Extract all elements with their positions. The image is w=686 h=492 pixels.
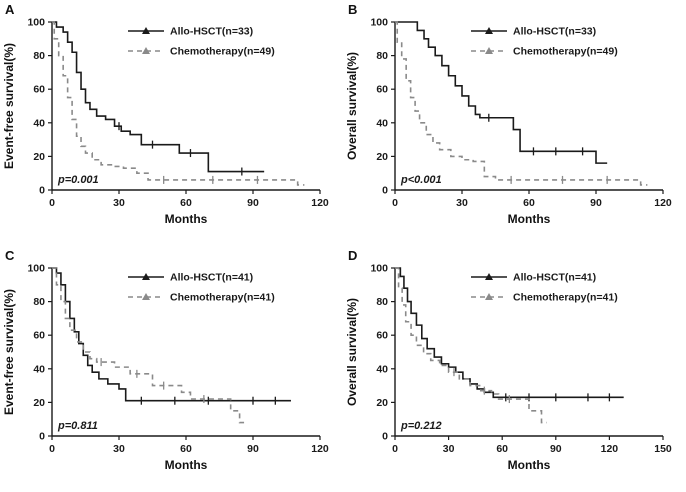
svg-text:60: 60 <box>180 443 192 455</box>
x-axis-label: Months <box>165 458 208 472</box>
svg-text:80: 80 <box>376 50 388 62</box>
legend-marker <box>485 273 493 280</box>
svg-text:120: 120 <box>654 197 672 209</box>
panel-letter: C <box>5 248 15 263</box>
svg-text:80: 80 <box>33 296 45 308</box>
km-chart-c: C 0 20 40 60 80 100 0 30 60 90 120 Months Event-free … <box>2 248 329 472</box>
y-axis-label: Overall survival(%) <box>345 298 359 406</box>
svg-text:0: 0 <box>49 443 55 455</box>
svg-text:60: 60 <box>523 197 535 209</box>
legend-marker <box>142 27 150 34</box>
x-axis-label: Months <box>165 212 208 226</box>
legend-label: Allo-HSCT(n=41) <box>170 272 253 284</box>
svg-text:100: 100 <box>27 263 45 275</box>
x-axis-label: Months <box>508 212 551 226</box>
svg-text:60: 60 <box>33 84 45 96</box>
legend-marker <box>485 27 493 34</box>
km-curve <box>395 21 648 186</box>
legend-label: Allo-HSCT(n=33) <box>170 26 253 38</box>
p-value-label: p=0.212 <box>400 420 442 432</box>
svg-text:20: 20 <box>376 151 388 163</box>
legend-label: Chemotherapy(n=49) <box>170 46 275 58</box>
legend-marker <box>142 273 150 280</box>
panel-d: D 0 20 40 60 80 100 0 30 60 90 120 150 Months Overall … <box>343 246 686 492</box>
legend-marker <box>142 47 150 54</box>
legend-label: Allo-HSCT(n=41) <box>513 272 596 284</box>
svg-text:60: 60 <box>376 330 388 342</box>
svg-text:80: 80 <box>376 296 388 308</box>
panel-letter: A <box>5 2 15 17</box>
svg-text:30: 30 <box>113 443 125 455</box>
svg-text:100: 100 <box>370 263 388 275</box>
svg-text:100: 100 <box>27 17 45 29</box>
svg-text:120: 120 <box>311 443 329 455</box>
panel-letter: B <box>348 2 357 17</box>
svg-text:40: 40 <box>376 117 388 129</box>
svg-text:90: 90 <box>550 443 562 455</box>
p-value-label: p=0.001 <box>57 174 99 186</box>
panel-c: C 0 20 40 60 80 100 0 30 60 90 120 Months Event-free … <box>0 246 343 492</box>
km-curve <box>52 21 265 173</box>
svg-text:0: 0 <box>39 431 45 443</box>
y-axis-label: Event-free survival(%) <box>2 289 16 415</box>
legend-marker <box>142 293 150 300</box>
legend-label: Chemotherapy(n=49) <box>513 46 618 58</box>
x-axis-label: Months <box>508 458 551 472</box>
svg-text:0: 0 <box>392 197 398 209</box>
svg-text:0: 0 <box>382 185 388 197</box>
svg-text:60: 60 <box>180 197 192 209</box>
svg-text:120: 120 <box>311 197 329 209</box>
svg-text:40: 40 <box>33 363 45 375</box>
panel-a: A 0 20 40 60 80 100 0 30 60 90 120 Months Event-free … <box>0 0 343 246</box>
svg-text:90: 90 <box>247 443 259 455</box>
svg-text:40: 40 <box>376 363 388 375</box>
svg-text:0: 0 <box>392 443 398 455</box>
svg-text:0: 0 <box>39 185 45 197</box>
svg-text:20: 20 <box>33 397 45 409</box>
legend-label: Allo-HSCT(n=33) <box>513 26 596 38</box>
km-chart-d: D 0 20 40 60 80 100 0 30 60 90 120 150 Months Overall … <box>345 248 672 472</box>
km-curve <box>52 21 305 186</box>
svg-text:30: 30 <box>443 443 455 455</box>
legend-label: Chemotherapy(n=41) <box>170 292 275 304</box>
svg-text:80: 80 <box>33 50 45 62</box>
svg-text:0: 0 <box>49 197 55 209</box>
y-axis-label: Event-free survival(%) <box>2 43 16 169</box>
km-curve <box>52 267 245 424</box>
km-chart-a: A 0 20 40 60 80 100 0 30 60 90 120 Months Event-free … <box>2 2 329 226</box>
svg-text:120: 120 <box>601 443 619 455</box>
km-curve <box>395 21 608 164</box>
svg-text:30: 30 <box>456 197 468 209</box>
svg-text:150: 150 <box>654 443 672 455</box>
svg-text:60: 60 <box>376 84 388 96</box>
svg-text:20: 20 <box>33 151 45 163</box>
panel-letter: D <box>348 248 357 263</box>
km-curve <box>52 267 291 402</box>
svg-text:90: 90 <box>247 197 259 209</box>
legend-label: Chemotherapy(n=41) <box>513 292 618 304</box>
svg-text:60: 60 <box>33 330 45 342</box>
svg-text:60: 60 <box>496 443 508 455</box>
svg-text:30: 30 <box>113 197 125 209</box>
svg-text:40: 40 <box>33 117 45 129</box>
panel-b: B 0 20 40 60 80 100 0 30 60 90 120 Months Overall sur… <box>343 0 686 246</box>
p-value-label: p<0.001 <box>400 174 442 186</box>
svg-text:20: 20 <box>376 397 388 409</box>
km-curve <box>395 267 624 399</box>
p-value-label: p=0.811 <box>57 420 98 432</box>
y-axis-label: Overall survival(%) <box>345 52 359 160</box>
svg-text:100: 100 <box>370 17 388 29</box>
legend-marker <box>485 47 493 54</box>
km-curve <box>395 267 547 424</box>
km-chart-b: B 0 20 40 60 80 100 0 30 60 90 120 Months Overall sur… <box>345 2 672 226</box>
svg-text:90: 90 <box>590 197 602 209</box>
svg-text:0: 0 <box>382 431 388 443</box>
legend-marker <box>485 293 493 300</box>
